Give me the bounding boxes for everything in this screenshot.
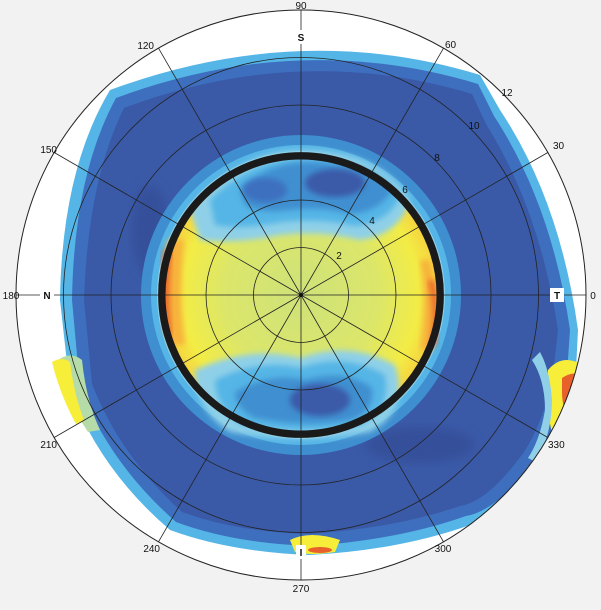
angle-label-330: 330 (548, 440, 565, 451)
angle-label-60: 60 (445, 40, 457, 51)
angle-label-0: 0 (590, 291, 596, 302)
cardinal-label-nasal: N (43, 291, 50, 302)
radius-label-2: 2 (336, 251, 342, 262)
cardinal-label-temporal: T (554, 291, 560, 302)
highlight-ring (158, 152, 444, 438)
radius-label-10: 10 (468, 121, 480, 132)
radius-label-8: 8 (434, 153, 440, 164)
angle-label-180: 180 (3, 291, 20, 302)
cardinal-label-superior: S (298, 33, 305, 44)
angle-label-270: 270 (293, 584, 310, 595)
angle-label-300: 300 (435, 544, 452, 555)
radius-label-4: 4 (369, 216, 375, 227)
angle-label-210: 210 (40, 440, 57, 451)
radius-labels: 2 4 6 8 10 12 (336, 88, 513, 262)
cardinal-label-inferior: I (300, 548, 303, 559)
angle-labels: 0 30 60 90 120 150 180 210 240 270 300 3… (3, 1, 597, 595)
angle-label-30: 30 (553, 141, 565, 152)
angle-label-240: 240 (143, 544, 160, 555)
angle-label-90: 90 (295, 1, 307, 12)
radius-label-6: 6 (402, 185, 408, 196)
radius-label-12: 12 (501, 88, 513, 99)
angle-label-150: 150 (40, 145, 57, 156)
angle-label-120: 120 (137, 41, 154, 52)
